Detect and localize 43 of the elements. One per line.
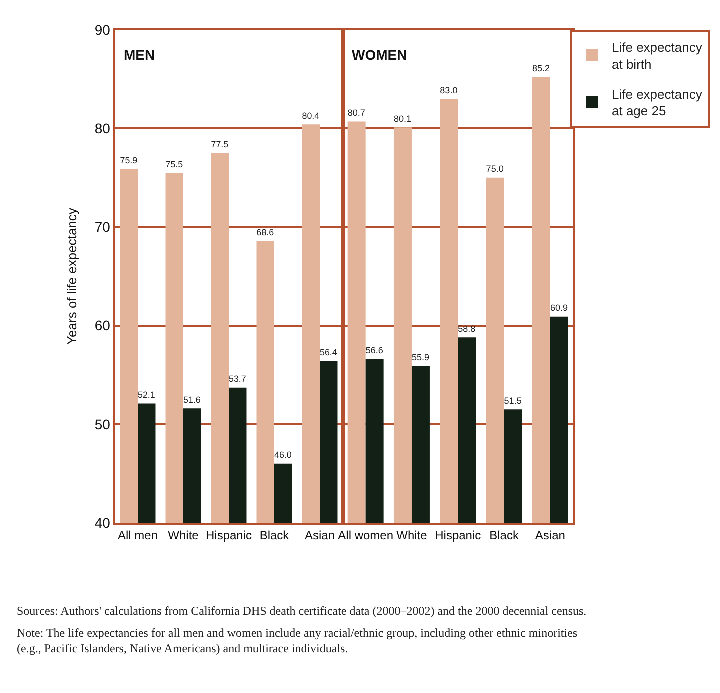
x-tick-label: Hispanic xyxy=(206,528,252,542)
data-label: 68.6 xyxy=(256,227,274,238)
y-tick-label: 40 xyxy=(94,514,111,531)
source-note: Sources: Authors' calculations from California DHS death certificate data (2000–2002) and the 2000 decennial census. xyxy=(17,604,587,618)
data-label: 53.7 xyxy=(229,374,246,384)
data-label: 80.1 xyxy=(394,114,412,124)
legend-label: Life expectancy at age 25 xyxy=(612,86,703,119)
data-label: 51.5 xyxy=(504,396,522,406)
data-label: 51.6 xyxy=(184,394,201,405)
data-label: 75.9 xyxy=(120,155,138,166)
x-tick-label: Asian xyxy=(535,528,566,542)
data-label: 80.7 xyxy=(348,108,366,118)
data-label: 80.4 xyxy=(302,110,320,121)
data-label: 85.2 xyxy=(532,64,550,74)
data-label: 56.4 xyxy=(320,348,338,358)
annotation: MEN xyxy=(124,47,156,63)
x-tick-label: All men xyxy=(118,528,158,542)
x-tick-label: Black xyxy=(260,528,290,542)
data-label: 58.8 xyxy=(458,324,476,334)
data-label: 52.1 xyxy=(138,390,156,400)
data-label: 75.5 xyxy=(166,159,184,170)
data-label: 55.9 xyxy=(412,352,430,363)
y-tick-label: 80 xyxy=(94,120,111,136)
y-tick-label: 50 xyxy=(94,416,111,432)
y-axis-title: Years of life expectancy xyxy=(64,208,80,345)
x-tick-label: White xyxy=(168,528,200,542)
text: Note: The life expectancies for all men and women include any racial/ethnic group, including other ethnic minorities (e.g., Pacific Islanders, Native Americans) and multirace individuals. xyxy=(17,626,578,656)
data-label: 75.0 xyxy=(486,164,504,174)
data-label: 46.0 xyxy=(274,450,292,460)
x-tick-label: Asian xyxy=(304,528,336,542)
data-label: 77.5 xyxy=(211,140,229,150)
x-tick-label: Black xyxy=(490,528,520,542)
y-tick-label: 70 xyxy=(94,219,111,236)
y-tick-label: 90 xyxy=(94,22,111,38)
y-tick-label: 60 xyxy=(94,318,111,334)
annotation: WOMEN xyxy=(352,47,408,63)
x-tick-label: All women xyxy=(338,528,394,542)
data-label: 56.6 xyxy=(366,346,384,356)
data-label: 83.0 xyxy=(440,85,458,96)
x-tick-label: White xyxy=(396,528,428,542)
data-label: 60.9 xyxy=(550,303,568,314)
legend-label: Life expectancy at birth xyxy=(612,40,703,72)
x-tick-label: Hispanic xyxy=(435,528,482,542)
